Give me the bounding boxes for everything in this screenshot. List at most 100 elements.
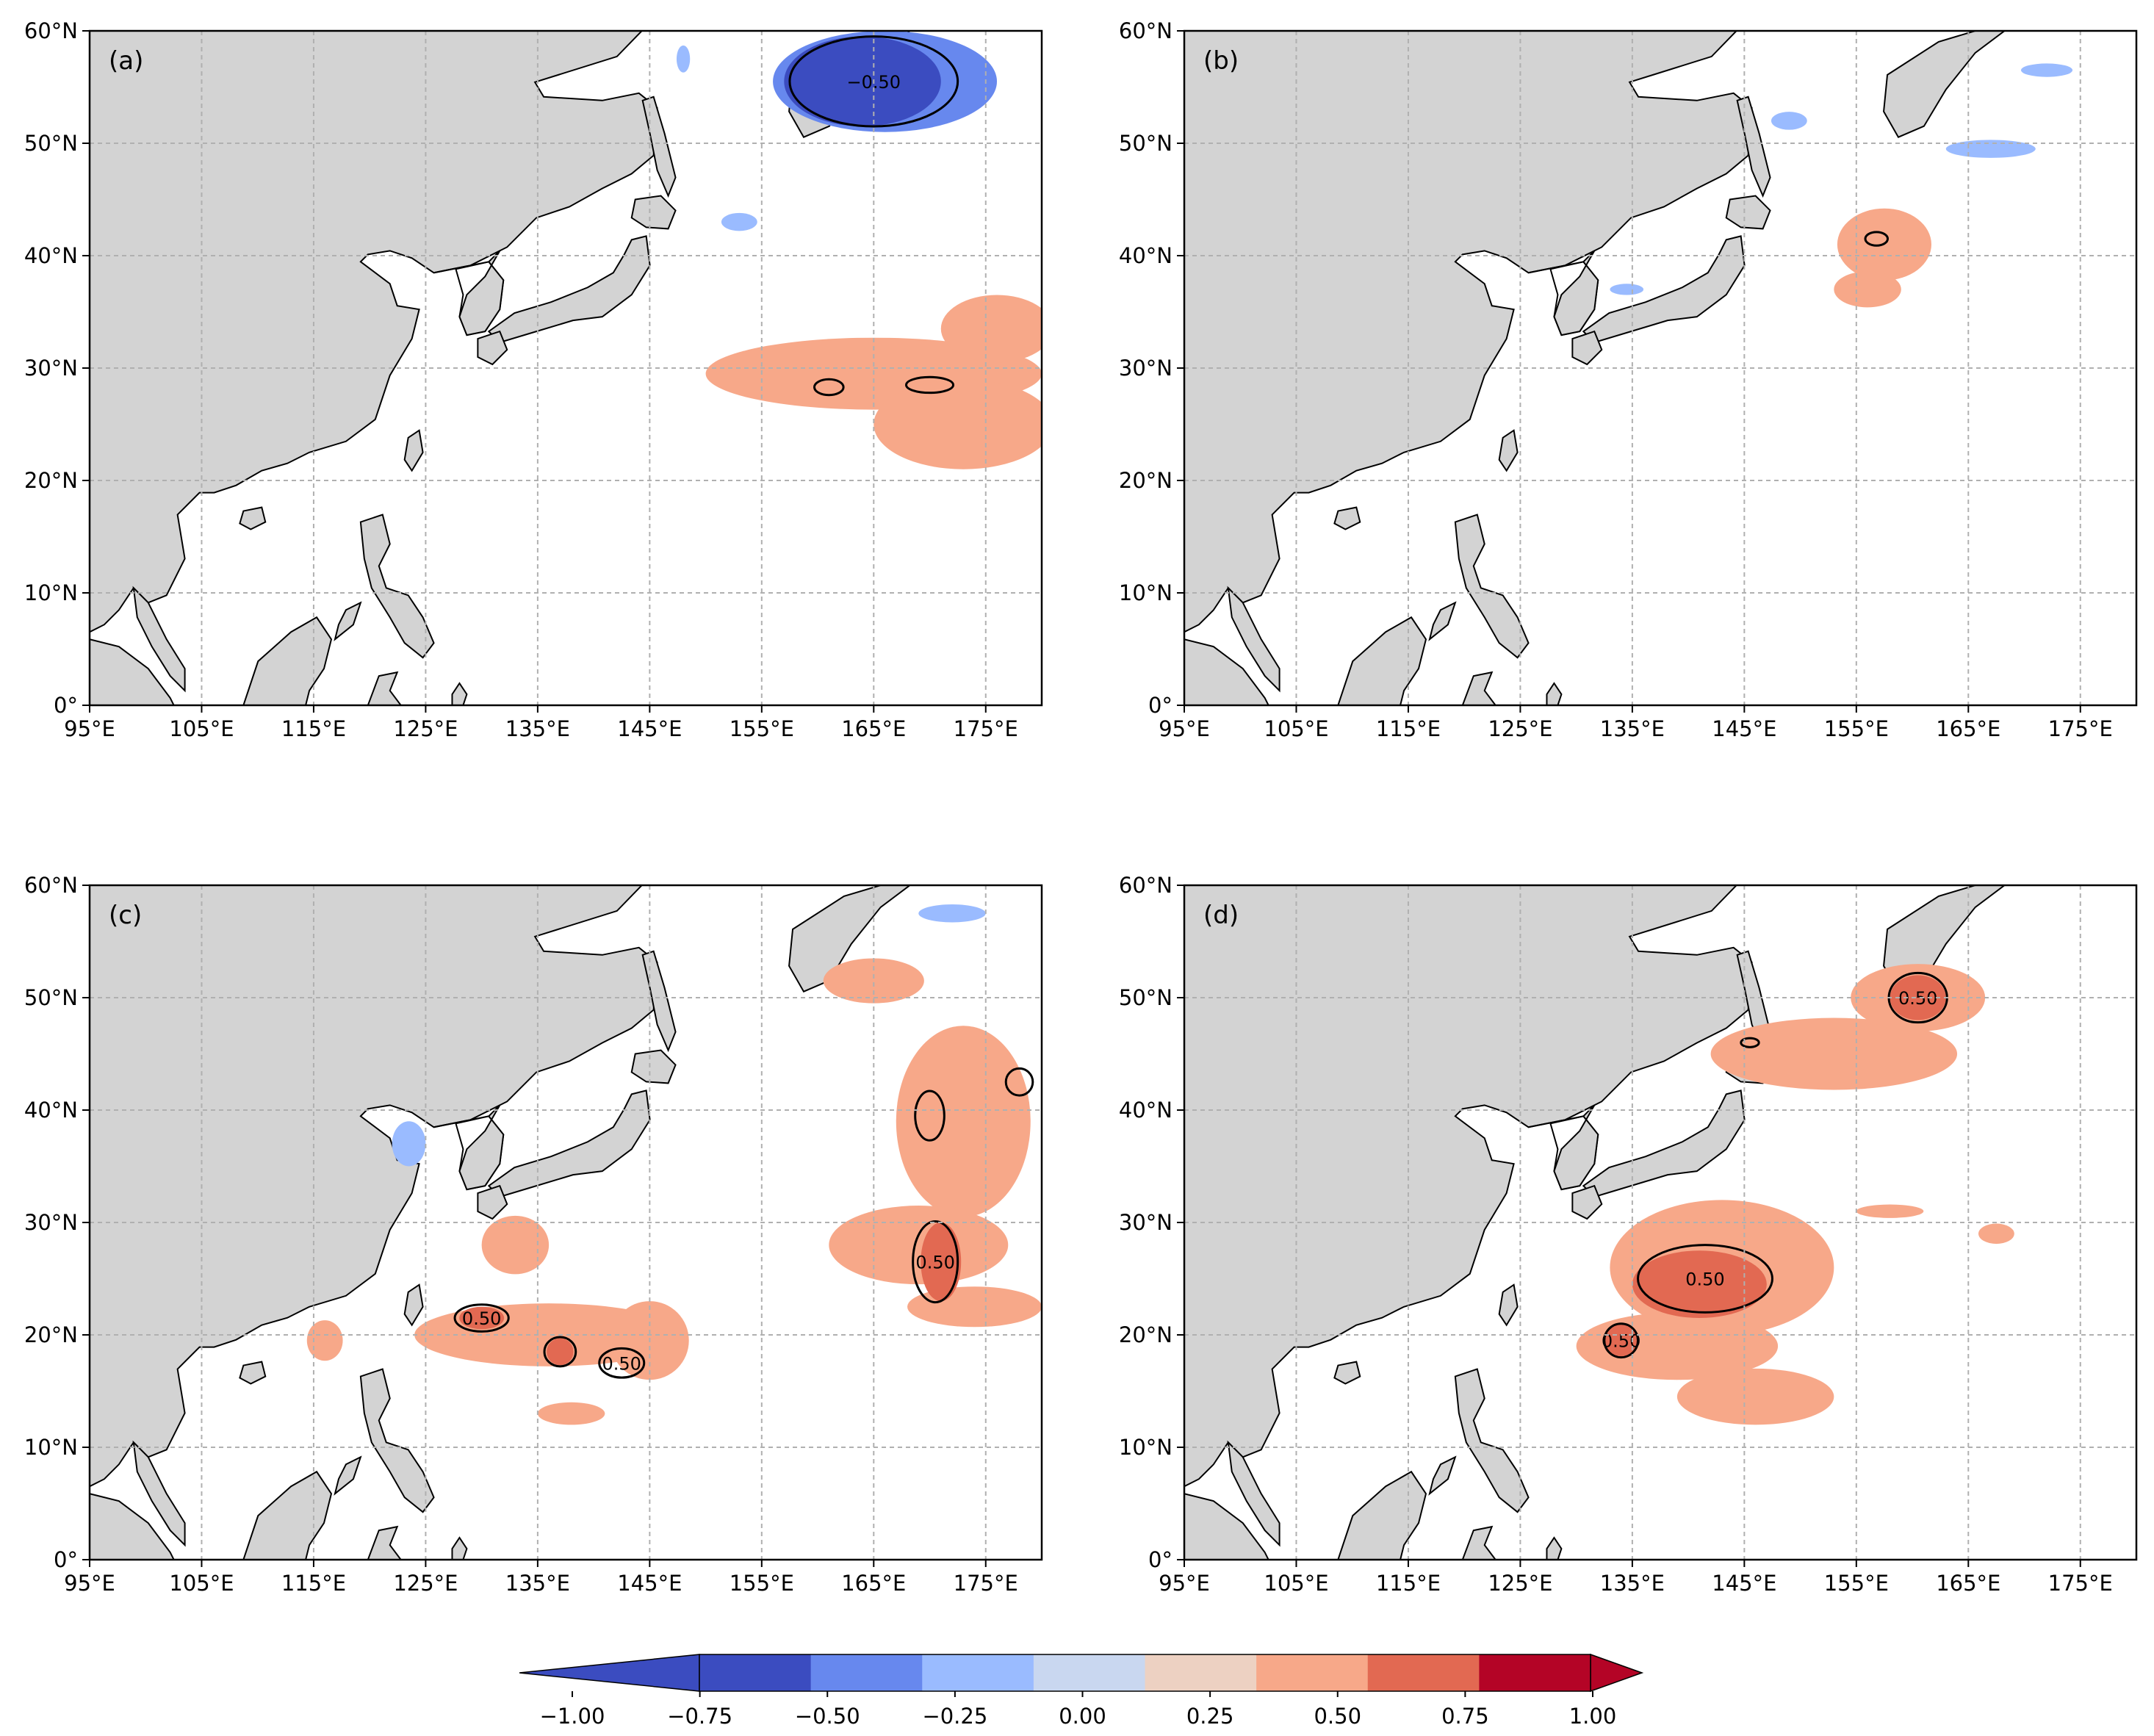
lon-tick-label: 125°E — [1488, 716, 1552, 741]
lon-tick-label: 95°E — [1159, 716, 1210, 741]
lat-tick-label: 60°N — [24, 18, 78, 43]
colorbar-tick-label: −1.00 — [540, 1704, 605, 1729]
correlation-patch — [1771, 112, 1807, 130]
lon-tick-label: 155°E — [1824, 1571, 1889, 1596]
significance-contour — [914, 1089, 945, 1142]
lat-tick-label: 0° — [1148, 1547, 1173, 1572]
lon-tick-label: 145°E — [617, 1571, 682, 1596]
significance-contour — [598, 1347, 646, 1379]
lon-tick-label: 125°E — [1488, 1571, 1552, 1596]
contour-label: 0.50 — [602, 1353, 641, 1374]
lon-tick-label: 95°E — [1159, 1571, 1210, 1596]
significance-contour — [912, 1220, 959, 1304]
correlation-patch — [1676, 1368, 1834, 1425]
colorbar-segment — [1145, 1654, 1257, 1691]
lon-tick-label: 105°E — [1264, 1571, 1328, 1596]
correlation-patch — [306, 1320, 343, 1361]
map-panel-d: 0.500.500.50(d)95°E 105°E 115°E 125°E 135°E 1… — [1119, 873, 2138, 1596]
colorbar-outline — [699, 1654, 1591, 1692]
lat-tick-label: 30°N — [24, 356, 78, 381]
lat-tick-label: 40°N — [1119, 243, 1173, 268]
colorbar-tick-label: 0.75 — [1441, 1704, 1489, 1729]
colorbar-extend-max — [1590, 1653, 1644, 1693]
lat-tick-label: 50°N — [24, 985, 78, 1010]
correlation-patch — [547, 1338, 574, 1366]
lat-tick-label: 20°N — [1119, 1322, 1173, 1347]
correlation-patch — [1945, 140, 2036, 158]
lon-tick-label: 115°E — [281, 1571, 346, 1596]
lon-tick-label: 165°E — [1936, 1571, 2000, 1596]
lon-tick-label: 105°E — [169, 716, 234, 741]
colorbar-tick-label: −0.25 — [922, 1704, 987, 1729]
significance-contour — [813, 378, 845, 397]
contour-label: 0.50 — [462, 1308, 501, 1329]
significance-contour — [788, 35, 959, 128]
colorbar-segment — [1479, 1654, 1591, 1691]
colorbar-tick-label: 0.25 — [1186, 1704, 1234, 1729]
colorbar-extend-min — [519, 1654, 700, 1692]
lon-tick-label: 135°E — [505, 716, 570, 741]
lon-tick-label: 155°E — [1824, 716, 1889, 741]
colorbar-tick-label: 1.00 — [1569, 1704, 1617, 1729]
significance-contour — [453, 1303, 510, 1333]
correlation-patch — [940, 295, 1042, 363]
colorbar: −1.00 −0.75 −0.50 −0.25 0.00 0.25 0.50 0.75 1.00 — [519, 1653, 1644, 1729]
significance-contour — [1603, 1322, 1640, 1359]
lon-tick-label: 135°E — [1600, 716, 1665, 741]
map-panel-c: 0.50 0.50 0.50 (c) 95°E 105°E 115°E 125°E 135°E 1… — [24, 873, 1043, 1596]
lon-tick-label: 125°E — [393, 1571, 458, 1596]
colorbar-segment — [1256, 1654, 1369, 1691]
correlation-patch — [1978, 1223, 2014, 1245]
lat-tick-label: 60°N — [1119, 873, 1173, 898]
correlation-patch — [1710, 1018, 1958, 1090]
correlation-patch — [784, 36, 941, 127]
significance-contour — [1864, 231, 1890, 247]
panel-label: (d) — [1203, 901, 1239, 930]
colorbar-segment — [1367, 1654, 1480, 1691]
colorbar-tick-label: −0.75 — [667, 1704, 732, 1729]
lat-tick-label: 10°N — [1119, 1435, 1173, 1460]
significance-contour — [1637, 1244, 1773, 1314]
lon-tick-label: 165°E — [1936, 716, 2000, 741]
lat-tick-label: 50°N — [1119, 131, 1173, 156]
lat-tick-label: 40°N — [1119, 1098, 1173, 1123]
correlation-patch — [874, 379, 1042, 469]
lat-tick-label: 50°N — [1119, 985, 1173, 1010]
correlation-patch — [1610, 284, 1644, 295]
lon-tick-label: 115°E — [1376, 1571, 1441, 1596]
lon-tick-label: 155°E — [730, 1571, 794, 1596]
correlation-patch — [481, 1215, 550, 1275]
lat-tick-label: 30°N — [1119, 356, 1173, 381]
lat-tick-label: 20°N — [24, 468, 78, 493]
lon-tick-label: 145°E — [1712, 716, 1776, 741]
lat-tick-label: 30°N — [24, 1210, 78, 1235]
lon-tick-label: 95°E — [64, 716, 115, 741]
significance-contour — [905, 375, 955, 395]
lat-tick-label: 10°N — [24, 1435, 78, 1460]
lat-tick-label: 0° — [54, 693, 78, 718]
colorbar-segment — [699, 1654, 812, 1691]
contour-label: 0.50 — [1602, 1331, 1640, 1352]
lat-tick-label: 40°N — [24, 1098, 78, 1123]
correlation-patch — [459, 1306, 505, 1330]
map-panel-a: −0.50(a)95°E 105°E 115°E 125°E 135°E 145°E 155… — [24, 18, 1043, 741]
correlation-patch — [2020, 63, 2073, 77]
lat-tick-label: 20°N — [1119, 468, 1173, 493]
lon-tick-label: 155°E — [730, 716, 794, 741]
lon-tick-label: 115°E — [1376, 716, 1441, 741]
lat-tick-label: 30°N — [1119, 1210, 1173, 1235]
lon-tick-label: 105°E — [169, 1571, 234, 1596]
correlation-patch — [1834, 271, 1901, 308]
significance-contour — [1740, 1037, 1760, 1048]
lon-tick-label: 135°E — [505, 1571, 570, 1596]
significance-contour — [543, 1336, 577, 1368]
correlation-patch — [721, 212, 757, 231]
contour-label: 0.50 — [1685, 1269, 1724, 1290]
colorbar-segment — [1033, 1654, 1145, 1691]
correlation-patch — [907, 1286, 1042, 1328]
significance-contour — [1004, 1067, 1034, 1097]
lat-tick-label: 0° — [54, 1547, 78, 1572]
lon-tick-label: 115°E — [281, 716, 346, 741]
correlation-patch — [896, 1026, 1031, 1217]
